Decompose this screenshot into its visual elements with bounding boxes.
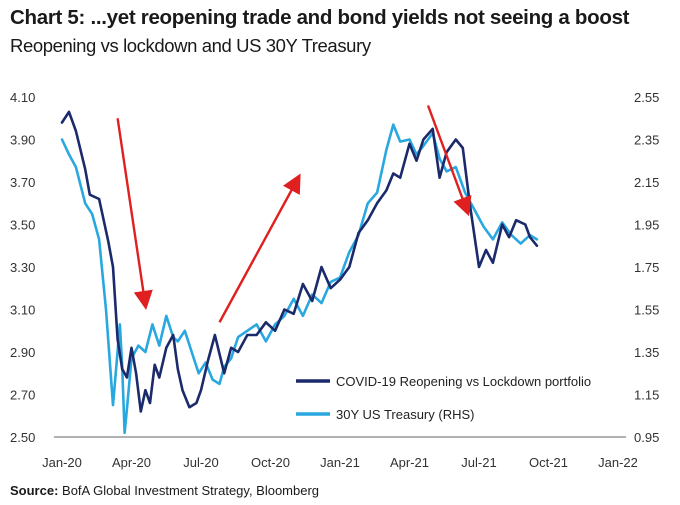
y-left-tick-label: 3.90 bbox=[10, 133, 35, 148]
source-label: Source: bbox=[10, 483, 59, 498]
source-note: Source: BofA Global Investment Strategy,… bbox=[10, 483, 319, 498]
y-left-tick-label: 3.70 bbox=[10, 175, 35, 190]
y-right-tick-label: 1.95 bbox=[634, 218, 659, 233]
x-tick-label: Jan-22 bbox=[598, 455, 638, 470]
chart-subtitle: Reopening vs lockdown and US 30Y Treasur… bbox=[10, 35, 371, 56]
y-right-tick-label: 0.95 bbox=[634, 430, 659, 445]
y-left-tick-label: 2.70 bbox=[10, 388, 35, 403]
x-tick-label: Apr-20 bbox=[112, 455, 151, 470]
y-right-tick-label: 2.15 bbox=[634, 175, 659, 190]
legend-label-treasury: 30Y US Treasury (RHS) bbox=[336, 407, 474, 422]
series-line-reopening bbox=[60, 110, 539, 413]
y-left-tick-label: 3.50 bbox=[10, 218, 35, 233]
series-line-treasury bbox=[60, 123, 539, 435]
y-right-tick-label: 1.35 bbox=[634, 345, 659, 360]
x-tick-label: Apr-21 bbox=[390, 455, 429, 470]
y-left-tick-label: 2.50 bbox=[10, 430, 35, 445]
trend-arrow-3 bbox=[426, 105, 472, 217]
y-left-tick-label: 3.30 bbox=[10, 260, 35, 275]
trend-arrow-2 bbox=[218, 173, 301, 323]
y-right-tick-label: 1.75 bbox=[634, 260, 659, 275]
x-tick-label: Jul-21 bbox=[461, 455, 496, 470]
source-text: BofA Global Investment Strategy, Bloombe… bbox=[62, 483, 320, 498]
y-left-tick-label: 4.10 bbox=[10, 90, 35, 105]
x-tick-label: Jul-20 bbox=[183, 455, 218, 470]
chart-title: Chart 5: ...yet reopening trade and bond… bbox=[10, 6, 630, 29]
chart-canvas: 4.10 3.90 3.70 3.50 3.30 3.10 2.90 2.70 2.50 2.55… bbox=[10, 90, 659, 470]
legend-label-reopening: COVID-19 Reopening vs Lockdown portfolio bbox=[336, 374, 591, 389]
trend-arrow-1 bbox=[116, 118, 153, 310]
x-tick-label: Oct-21 bbox=[529, 455, 568, 470]
y-right-tick-label: 2.35 bbox=[634, 133, 659, 148]
x-tick-label: Oct-20 bbox=[251, 455, 290, 470]
y-right-tick-label: 1.55 bbox=[634, 303, 659, 318]
y-left-tick-label: 2.90 bbox=[10, 345, 35, 360]
y-right-tick-label: 1.15 bbox=[634, 388, 659, 403]
y-left-tick-label: 3.10 bbox=[10, 303, 35, 318]
y-right-tick-label: 2.55 bbox=[634, 90, 659, 105]
x-tick-label: Jan-21 bbox=[320, 455, 360, 470]
x-tick-label: Jan-20 bbox=[42, 455, 82, 470]
